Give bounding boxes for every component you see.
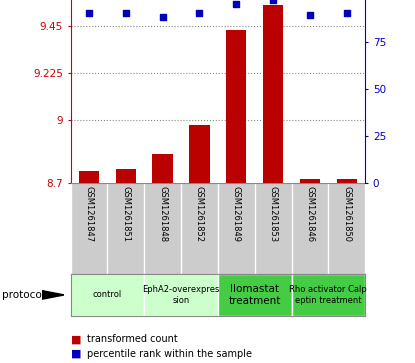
Point <box>344 11 350 16</box>
Text: Ilomastat
treatment: Ilomastat treatment <box>229 284 281 306</box>
Point <box>233 1 239 7</box>
Bar <box>218 274 291 316</box>
Text: GSM1261853: GSM1261853 <box>269 186 278 242</box>
Bar <box>116 169 136 183</box>
Bar <box>300 179 320 183</box>
Text: GSM1261851: GSM1261851 <box>121 186 130 242</box>
Text: GSM1261848: GSM1261848 <box>158 186 167 242</box>
Text: percentile rank within the sample: percentile rank within the sample <box>87 349 252 359</box>
Text: GSM1261850: GSM1261850 <box>342 186 351 242</box>
Text: ■: ■ <box>71 349 81 359</box>
Bar <box>152 154 173 183</box>
Text: EphA2-overexpres
sion: EphA2-overexpres sion <box>142 285 220 305</box>
Point <box>307 12 313 18</box>
Text: GSM1261847: GSM1261847 <box>85 186 93 242</box>
Text: Rho activator Calp
eptin treatment: Rho activator Calp eptin treatment <box>290 285 367 305</box>
Text: transformed count: transformed count <box>87 334 178 344</box>
Bar <box>189 125 210 183</box>
Text: GSM1261852: GSM1261852 <box>195 186 204 242</box>
Point <box>85 11 92 16</box>
Bar <box>263 5 283 183</box>
Polygon shape <box>42 290 64 299</box>
Text: GSM1261846: GSM1261846 <box>305 186 315 242</box>
Bar <box>291 274 365 316</box>
Text: GSM1261849: GSM1261849 <box>232 186 241 242</box>
Text: control: control <box>93 290 122 299</box>
Bar <box>79 171 99 183</box>
Bar <box>337 179 357 183</box>
Point <box>270 0 276 3</box>
Bar <box>71 274 144 316</box>
Bar <box>226 30 247 183</box>
Text: protocol: protocol <box>2 290 45 300</box>
Point <box>159 14 166 20</box>
Point <box>122 11 129 16</box>
Point <box>196 11 203 16</box>
Text: ■: ■ <box>71 334 81 344</box>
Bar <box>144 274 218 316</box>
